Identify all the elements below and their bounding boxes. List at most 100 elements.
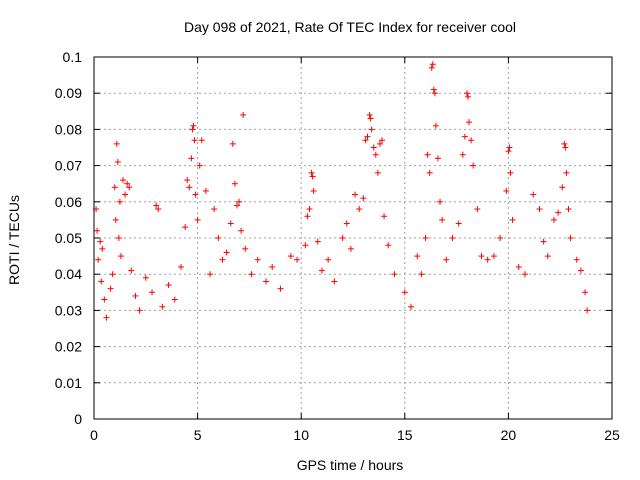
data-point <box>455 220 462 227</box>
data-point <box>449 235 456 241</box>
data-point <box>190 122 197 129</box>
data-point <box>111 184 118 191</box>
data-point <box>505 148 512 155</box>
data-point <box>582 289 589 296</box>
data-point <box>555 209 562 216</box>
data-point <box>101 296 108 303</box>
data-point <box>370 144 377 151</box>
data-point <box>414 253 421 260</box>
data-point <box>178 263 185 270</box>
data-point <box>124 180 131 187</box>
data-point <box>439 216 446 223</box>
data-point <box>117 253 124 260</box>
data-point <box>468 137 475 144</box>
data-point <box>107 285 114 292</box>
data-point <box>194 216 201 223</box>
data-point <box>422 235 429 241</box>
data-point <box>401 289 408 296</box>
data-point <box>202 187 209 194</box>
data-point <box>109 271 116 278</box>
data-point <box>240 111 247 118</box>
data-point <box>189 126 196 133</box>
data-point <box>184 177 191 184</box>
data-point <box>565 206 572 213</box>
data-point <box>391 271 398 278</box>
y-axis-title: ROTI / TECUs <box>6 195 22 285</box>
data-point <box>302 242 309 249</box>
data-point <box>155 206 162 213</box>
data-point <box>227 220 234 227</box>
x-tick-label: 10 <box>293 427 309 443</box>
data-point <box>376 140 383 147</box>
data-point <box>367 115 374 122</box>
data-point <box>207 271 214 278</box>
data-point <box>347 245 354 252</box>
data-point <box>424 151 431 158</box>
data-point <box>364 133 371 140</box>
data-point <box>97 238 104 245</box>
data-point <box>484 256 491 263</box>
y-tick-label: 0.09 <box>55 85 82 101</box>
y-tick-label: 0.07 <box>55 158 82 174</box>
data-point <box>352 191 359 198</box>
x-axis-title: GPS time / hours <box>297 457 404 473</box>
data-point <box>182 224 189 231</box>
y-tick-label: 0.01 <box>55 375 82 391</box>
data-point <box>196 162 203 169</box>
data-point <box>331 278 338 285</box>
data-point <box>112 216 119 223</box>
data-point <box>343 220 350 227</box>
y-tick-label: 0.1 <box>63 49 83 65</box>
data-point <box>478 253 485 260</box>
data-point <box>294 256 301 263</box>
data-point <box>561 140 568 147</box>
data-point <box>188 155 195 162</box>
data-point <box>540 238 547 245</box>
data-point <box>550 216 557 223</box>
data-point <box>432 122 439 129</box>
data-point <box>219 256 226 263</box>
chart-title: Day 098 of 2021, Rate Of TEC Index for r… <box>184 19 516 35</box>
y-tick-label: 0.02 <box>55 339 82 355</box>
data-point <box>372 151 379 158</box>
data-point <box>236 198 243 205</box>
y-tick-label: 0 <box>74 411 82 427</box>
data-point <box>544 253 551 260</box>
x-tick-label: 25 <box>604 427 620 443</box>
data-point <box>521 271 528 278</box>
x-tick-label: 5 <box>194 427 202 443</box>
data-point <box>536 206 543 213</box>
data-point <box>562 144 569 151</box>
data-point <box>262 278 269 285</box>
data-point <box>198 137 205 144</box>
data-point <box>254 256 261 263</box>
data-point <box>381 213 388 220</box>
data-point <box>113 140 120 147</box>
data-point <box>115 235 122 241</box>
data-point <box>308 169 315 176</box>
data-point <box>466 119 473 126</box>
y-tick-label: 0.08 <box>55 121 82 137</box>
data-point <box>530 191 537 198</box>
data-point <box>443 256 450 263</box>
data-point <box>103 314 110 321</box>
data-point <box>99 245 106 252</box>
y-tick-label: 0.03 <box>55 302 82 318</box>
data-point <box>159 303 166 310</box>
data-point <box>368 126 375 133</box>
data-point <box>577 267 584 274</box>
data-point <box>165 282 172 289</box>
data-point <box>461 133 468 140</box>
data-point <box>186 184 193 191</box>
data-point <box>95 256 102 263</box>
data-point <box>136 307 143 314</box>
data-point <box>233 202 240 209</box>
data-point <box>430 86 437 93</box>
data-point <box>437 198 444 205</box>
data-point <box>223 249 230 256</box>
data-point <box>356 206 363 213</box>
data-point <box>114 158 121 165</box>
data-point <box>306 206 313 213</box>
data-point <box>503 187 510 194</box>
x-tick-label: 15 <box>397 427 413 443</box>
